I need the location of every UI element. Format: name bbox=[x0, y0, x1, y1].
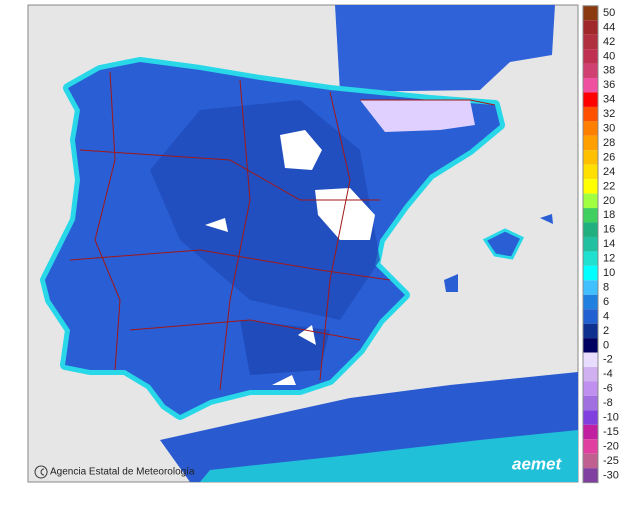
legend-swatch bbox=[583, 294, 598, 310]
legend-label: 28 bbox=[603, 137, 615, 149]
copyright-icon bbox=[34, 465, 48, 479]
legend-swatch bbox=[583, 34, 598, 50]
legend-swatch bbox=[583, 367, 598, 382]
ibiza bbox=[444, 274, 458, 292]
borders bbox=[69, 71, 496, 391]
legend-swatch bbox=[583, 106, 598, 122]
legend-swatch bbox=[583, 92, 598, 107]
legend-label: -4 bbox=[603, 368, 613, 380]
legend-swatch bbox=[583, 150, 598, 165]
legend-swatch bbox=[583, 453, 598, 469]
legend-label: 12 bbox=[603, 253, 615, 265]
menorca bbox=[540, 214, 553, 224]
legend-label: -6 bbox=[603, 383, 613, 395]
snow-patch bbox=[315, 188, 375, 240]
legend-label: 30 bbox=[603, 123, 615, 135]
legend-swatch bbox=[583, 381, 598, 396]
legend-label: 40 bbox=[603, 50, 615, 62]
legend-swatch bbox=[583, 468, 598, 483]
credit: Agencia Estatal de Meteorología bbox=[50, 467, 195, 478]
border-line bbox=[129, 319, 361, 341]
legend-label: 4 bbox=[603, 310, 609, 322]
legend-label: 18 bbox=[603, 209, 615, 221]
africa-south bbox=[200, 430, 578, 482]
legend-label: 34 bbox=[603, 94, 615, 106]
border-line bbox=[79, 149, 380, 201]
legend-swatch bbox=[583, 338, 598, 353]
logo: aemet bbox=[512, 454, 562, 473]
legend-label: 50 bbox=[603, 7, 615, 19]
legend-label: 36 bbox=[603, 79, 615, 91]
legend-swatch bbox=[583, 439, 598, 454]
border-line bbox=[69, 249, 391, 281]
legend-label: 32 bbox=[603, 108, 615, 120]
legend-swatch bbox=[583, 323, 598, 339]
legend-swatch bbox=[583, 265, 598, 281]
legend-swatch bbox=[583, 135, 598, 151]
legend-label: -2 bbox=[603, 354, 613, 366]
pyrenees-cold bbox=[360, 100, 475, 132]
legend-label: 38 bbox=[603, 65, 615, 77]
snow-patch bbox=[205, 218, 228, 232]
legend-label: 16 bbox=[603, 224, 615, 236]
border-line bbox=[360, 99, 496, 106]
border-line bbox=[219, 79, 251, 391]
legend-swatch bbox=[583, 49, 598, 64]
border-line bbox=[94, 71, 121, 371]
interior-cold bbox=[150, 100, 380, 320]
sea-biscay bbox=[335, 5, 555, 92]
legend-swatch bbox=[583, 251, 598, 266]
legend-label: 14 bbox=[603, 238, 615, 250]
legend-swatch bbox=[583, 5, 598, 21]
legend-label: 42 bbox=[603, 36, 615, 48]
mallorca bbox=[482, 228, 525, 260]
copyright-icon bbox=[40, 468, 45, 476]
legend-swatch bbox=[583, 121, 598, 136]
legend-label: 6 bbox=[603, 296, 609, 308]
legend-label: -30 bbox=[603, 469, 619, 481]
legend-label: 10 bbox=[603, 267, 615, 279]
legend-label: 8 bbox=[603, 281, 609, 293]
legend-swatch bbox=[583, 222, 598, 237]
color-legend: 5044424038363432302826242220181614121086… bbox=[582, 5, 619, 484]
legend-swatch bbox=[583, 280, 598, 295]
legend-swatch bbox=[583, 164, 598, 180]
legend-swatch bbox=[583, 208, 598, 223]
snow-patch bbox=[272, 375, 296, 385]
legend-swatch bbox=[583, 352, 598, 368]
legend-label: -8 bbox=[603, 397, 613, 409]
legend-swatch bbox=[583, 179, 598, 194]
legend-swatch bbox=[583, 63, 598, 79]
legend-label: 24 bbox=[603, 166, 615, 178]
legend-label: 2 bbox=[603, 325, 609, 337]
legend-label: 22 bbox=[603, 180, 615, 192]
snow-patch bbox=[280, 130, 322, 170]
legend-swatch bbox=[583, 395, 598, 411]
legend-swatch bbox=[583, 78, 598, 93]
legend-label: -20 bbox=[603, 440, 619, 452]
legend-swatch bbox=[583, 20, 598, 35]
legend-label: -25 bbox=[603, 455, 619, 467]
legend-swatch bbox=[583, 309, 598, 324]
legend-label: 44 bbox=[603, 21, 615, 33]
legend-swatch bbox=[583, 193, 598, 209]
snow-patch bbox=[298, 325, 316, 345]
legend-label: 26 bbox=[603, 151, 615, 163]
legend-swatch bbox=[583, 424, 598, 440]
legend-swatch bbox=[583, 236, 598, 252]
legend-swatch bbox=[583, 410, 598, 425]
legend-label: 20 bbox=[603, 195, 615, 207]
legend-label: -15 bbox=[603, 426, 619, 438]
legend-label: -10 bbox=[603, 412, 619, 424]
legend-label: 0 bbox=[603, 339, 609, 351]
border-line bbox=[319, 91, 351, 381]
legend-frame bbox=[582, 5, 599, 484]
